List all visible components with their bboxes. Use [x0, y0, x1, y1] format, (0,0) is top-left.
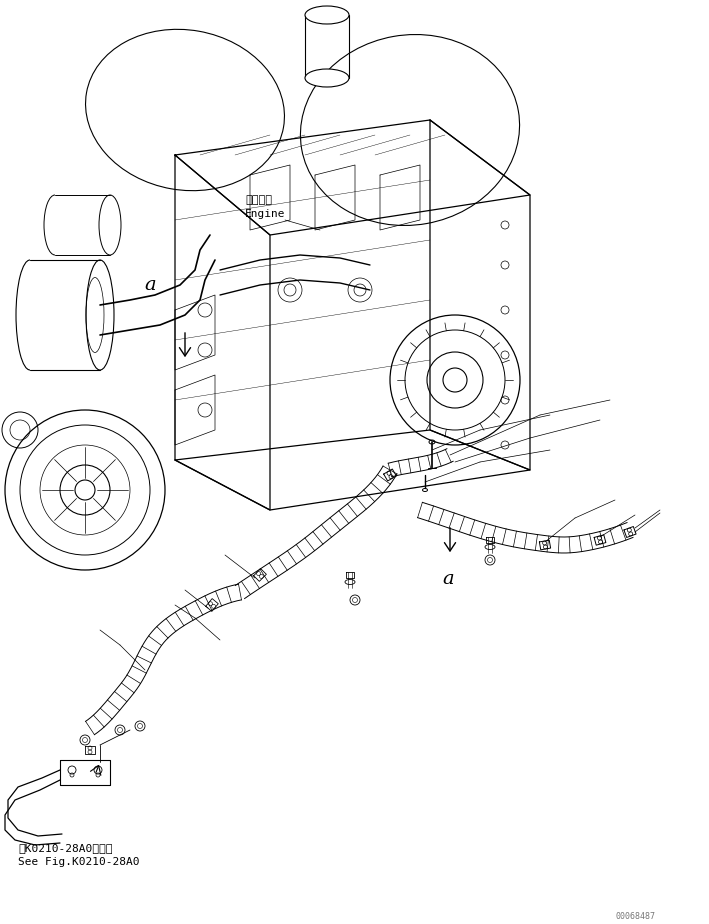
Text: エンジン: エンジン — [245, 195, 272, 205]
Ellipse shape — [86, 30, 284, 190]
Text: 00068487: 00068487 — [615, 912, 655, 921]
Text: a: a — [144, 276, 156, 294]
Text: See Fig.K0210-28A0: See Fig.K0210-28A0 — [18, 857, 140, 867]
Text: a: a — [442, 570, 454, 588]
Text: Engine: Engine — [245, 209, 286, 219]
Ellipse shape — [305, 6, 349, 24]
Ellipse shape — [305, 69, 349, 87]
Text: 第K0210-28A0図参照: 第K0210-28A0図参照 — [18, 843, 113, 853]
Ellipse shape — [301, 34, 520, 225]
